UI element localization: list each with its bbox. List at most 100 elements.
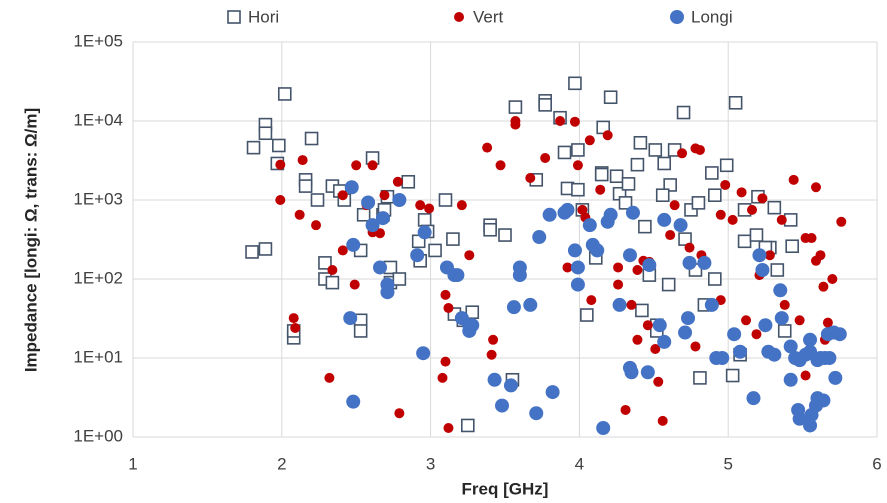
marker (373, 260, 388, 275)
marker (487, 372, 502, 387)
marker (346, 237, 361, 252)
marker (304, 131, 319, 146)
marker (694, 144, 705, 155)
marker (632, 264, 643, 275)
marker (755, 262, 770, 277)
marker (705, 166, 719, 180)
marker (741, 315, 752, 326)
marker (324, 372, 335, 383)
marker (767, 347, 782, 362)
marker (657, 334, 672, 349)
marker (596, 420, 611, 435)
marker (483, 222, 497, 237)
marker (577, 204, 588, 215)
marker (727, 214, 738, 225)
marker (560, 202, 575, 217)
marker (586, 295, 597, 306)
marker (310, 193, 325, 207)
marker (438, 193, 453, 207)
marker (555, 116, 566, 126)
marker (767, 200, 782, 215)
marker (669, 200, 680, 211)
marker (424, 203, 435, 214)
marker (836, 216, 847, 227)
marker (417, 225, 432, 240)
marker (613, 279, 624, 290)
marker (416, 346, 431, 361)
marker (642, 320, 653, 331)
marker (557, 145, 572, 160)
marker (594, 167, 609, 182)
marker (343, 311, 358, 326)
marker (568, 76, 582, 91)
marker (523, 297, 538, 312)
marker (715, 351, 730, 365)
marker (562, 262, 573, 273)
marker (832, 327, 847, 342)
marker (361, 195, 376, 210)
marker (640, 365, 655, 380)
marker (288, 313, 299, 324)
marker (525, 172, 536, 183)
marker (344, 180, 359, 195)
marker (571, 143, 585, 157)
x-tick-label: 1 (128, 454, 137, 473)
marker (437, 372, 448, 383)
y-tick-label: 1E+04 (73, 110, 123, 129)
marker (727, 327, 742, 342)
marker (506, 300, 521, 315)
marker (582, 218, 597, 233)
marker (570, 277, 585, 292)
marker (620, 404, 631, 415)
marker (337, 190, 348, 201)
marker (297, 155, 308, 166)
marker (379, 190, 390, 201)
marker (749, 228, 764, 242)
marker (510, 116, 521, 126)
y-tick-label: 1E+03 (73, 189, 123, 208)
marker (777, 324, 792, 338)
marker (632, 334, 643, 345)
marker (318, 256, 332, 270)
marker (602, 130, 613, 141)
marker (401, 174, 416, 189)
marker (737, 234, 752, 249)
marker (394, 408, 405, 419)
marker (813, 351, 828, 365)
marker (785, 239, 799, 254)
y-tick-label: 1E+00 (73, 426, 123, 445)
x-tick-label: 5 (723, 454, 732, 473)
marker (571, 182, 585, 197)
marker (635, 303, 649, 318)
marker (570, 260, 585, 275)
marker (816, 393, 831, 408)
marker (512, 268, 527, 283)
marker (346, 394, 361, 409)
marker (456, 200, 467, 211)
marker (464, 250, 475, 261)
marker (794, 315, 805, 326)
marker (609, 169, 624, 184)
marker (792, 411, 807, 426)
x-tick-label: 6 (872, 454, 881, 473)
marker (294, 209, 305, 220)
marker (752, 248, 767, 263)
marker (572, 160, 583, 171)
marker (657, 212, 672, 227)
marker (246, 140, 261, 155)
marker (828, 370, 843, 385)
marker (822, 317, 833, 328)
marker (351, 160, 362, 171)
marker (638, 219, 652, 234)
marker (290, 322, 301, 333)
marker (415, 200, 426, 211)
marker (650, 343, 661, 354)
marker (704, 297, 719, 312)
marker (542, 207, 557, 222)
marker (367, 160, 378, 171)
marker (626, 299, 637, 310)
marker (567, 243, 582, 258)
marker (648, 143, 663, 157)
marker (529, 406, 544, 421)
